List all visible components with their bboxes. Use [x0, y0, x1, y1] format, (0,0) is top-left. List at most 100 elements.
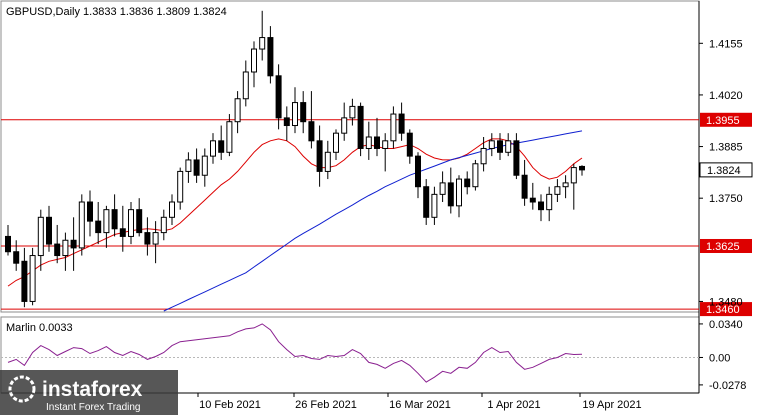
- candle: [357, 102, 364, 157]
- candle: [111, 194, 118, 237]
- candle: [185, 152, 192, 183]
- time-tick-label: 1 Apr 2021: [487, 399, 540, 411]
- current-price-label: 1.3824: [707, 165, 741, 177]
- candle: [415, 152, 421, 199]
- candle-body: [324, 151, 331, 172]
- candle-body: [54, 243, 61, 257]
- candle: [21, 247, 28, 308]
- level-price-label: 1.3955: [706, 115, 740, 127]
- candle: [177, 167, 184, 210]
- candle: [242, 60, 249, 107]
- candle-body: [251, 48, 257, 73]
- oscillator-tick-label: 0.0340: [709, 319, 743, 331]
- candle-body: [546, 193, 553, 211]
- candle: [259, 10, 266, 61]
- level-price-tag: [700, 238, 752, 253]
- candle-body: [538, 201, 544, 211]
- candle: [210, 133, 216, 164]
- candle-body: [37, 216, 44, 257]
- logo-backdrop: [0, 370, 178, 415]
- symbol-header: GBPUSD,Daily 1.3833 1.3836 1.3809 1.3824: [6, 6, 227, 18]
- candle-body: [365, 136, 372, 149]
- candle-body: [505, 140, 512, 153]
- candle: [234, 91, 241, 134]
- candle: [341, 102, 348, 141]
- candle-body: [390, 113, 397, 142]
- candle: [70, 217, 77, 271]
- candle: [554, 179, 561, 203]
- candle-body: [570, 167, 577, 184]
- candle-body: [447, 182, 454, 207]
- candle: [529, 182, 536, 210]
- candle: [521, 159, 528, 206]
- candle: [54, 224, 61, 264]
- candle: [423, 179, 430, 225]
- candle-body: [259, 37, 266, 50]
- candle-body: [185, 159, 192, 172]
- candle-body: [333, 132, 339, 153]
- candle-body: [349, 105, 356, 119]
- main-chart-frame: [0, 0, 700, 313]
- candle-body: [177, 170, 184, 203]
- candle-body: [29, 255, 36, 302]
- candle: [464, 171, 471, 195]
- candle-body: [160, 216, 167, 234]
- candle-body: [21, 260, 28, 302]
- axis-layer: 1.3955 1.3625 1.3460 1.4155 1.4020 1.3885 1.37…: [197, 38, 753, 411]
- candle-body: [472, 163, 479, 188]
- candle-body: [201, 155, 208, 176]
- candle: [579, 165, 585, 176]
- candle: [37, 209, 44, 271]
- candle: [308, 91, 315, 149]
- candle-body: [308, 121, 315, 142]
- candle: [46, 205, 52, 252]
- candle-body: [300, 102, 307, 123]
- candle: [300, 91, 307, 134]
- candle: [283, 106, 290, 141]
- candle-body: [464, 178, 471, 188]
- candle: [439, 171, 446, 203]
- candle: [570, 163, 577, 210]
- candle: [538, 194, 544, 222]
- price-tick-label: 1.3885: [709, 142, 743, 154]
- time-tick-label: 16 Mar 2021: [389, 399, 451, 411]
- candle: [292, 87, 298, 134]
- candle-body: [128, 209, 134, 237]
- candle: [226, 114, 233, 157]
- candle-body: [374, 136, 380, 149]
- candle-body: [78, 201, 85, 249]
- candle-body: [267, 37, 274, 77]
- candle-body: [480, 147, 487, 165]
- candle-body: [562, 182, 569, 188]
- candle-body: [193, 159, 200, 176]
- oscillator-tick-label: -0.0278: [709, 380, 746, 392]
- candle: [119, 205, 126, 252]
- candle: [374, 117, 380, 157]
- candle: [562, 175, 569, 199]
- candle: [103, 205, 110, 248]
- candle: [193, 148, 200, 183]
- instaforex-logo: instaforex Instant Forex Trading: [0, 370, 178, 415]
- candle-body: [439, 182, 446, 195]
- candle-body: [554, 186, 561, 195]
- candle-body: [13, 251, 20, 264]
- candle: [13, 240, 20, 271]
- candle: [447, 167, 454, 214]
- candle: [365, 121, 372, 160]
- candle-body: [292, 102, 298, 127]
- candle: [316, 125, 323, 187]
- time-tick-label: 19 Apr 2021: [582, 399, 641, 411]
- candle-body: [87, 201, 93, 222]
- candle-body: [111, 209, 118, 230]
- candle-body: [529, 197, 536, 203]
- candle: [333, 129, 339, 160]
- candle-body: [398, 113, 405, 134]
- levels-layer: [1, 119, 699, 310]
- candle-body: [357, 105, 364, 149]
- time-tick-label: 26 Feb 2021: [295, 399, 357, 411]
- candle: [201, 148, 208, 187]
- candle: [406, 129, 413, 164]
- level-price-label: 1.3625: [706, 241, 740, 253]
